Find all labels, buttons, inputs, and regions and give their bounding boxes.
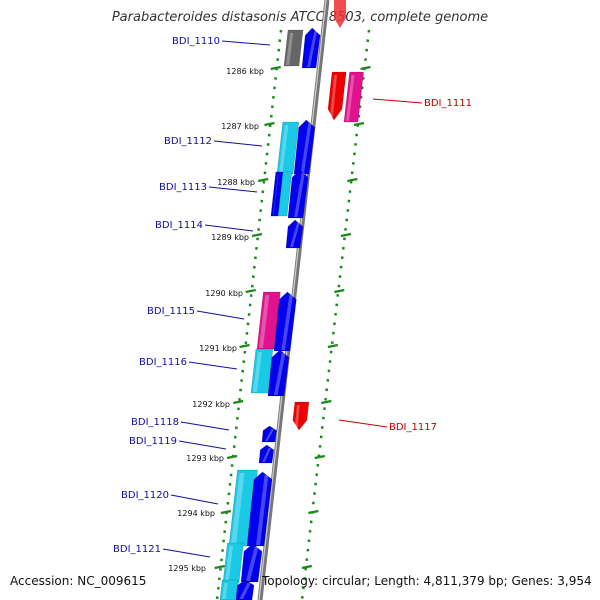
gene-label-bdi-1113[interactable]: BDI_1113 bbox=[159, 182, 207, 193]
feature-bdi-1111-cds[interactable] bbox=[343, 71, 364, 123]
kbp-tick-reverse bbox=[314, 454, 326, 460]
feature-bdi-1114-gene[interactable] bbox=[285, 219, 304, 249]
feature-bdi-1113-gene[interactable] bbox=[287, 169, 309, 219]
leader-line bbox=[188, 361, 238, 370]
feature-bdi-1116-gene[interactable] bbox=[267, 349, 290, 397]
kbp-label-1288: 1288 kbp bbox=[217, 178, 255, 187]
kbp-tick-forward bbox=[214, 564, 225, 570]
leader-line bbox=[162, 548, 211, 558]
feature-bdi-1113-edge[interactable] bbox=[270, 171, 284, 217]
leader-line bbox=[204, 224, 254, 232]
leader-line bbox=[372, 98, 423, 104]
kbp-tick-forward bbox=[264, 121, 275, 127]
kbp-labels: 1286 kbp 1287 kbp 1288 kbp 1289 kbp 1290… bbox=[168, 67, 264, 573]
leader-line bbox=[221, 40, 271, 46]
gene-label-bdi-1112[interactable]: BDI_1112 bbox=[164, 136, 212, 147]
kbp-tick-reverse bbox=[340, 232, 352, 238]
kbp-label-1292: 1292 kbp bbox=[192, 400, 230, 409]
gene-label-bdi-1121[interactable]: BDI_1121 bbox=[113, 544, 161, 555]
kbp-tick-reverse bbox=[353, 121, 365, 127]
leader-line bbox=[213, 140, 263, 147]
forward-strand-ticks bbox=[215, 29, 283, 600]
kbp-label-1290: 1290 kbp bbox=[205, 289, 243, 298]
kbp-tick-forward bbox=[239, 343, 250, 349]
gene-label-bdi-1111[interactable]: BDI_1111 bbox=[424, 98, 472, 109]
leader-line bbox=[178, 440, 227, 450]
kbp-tick-forward bbox=[233, 399, 244, 405]
kbp-tick-reverse bbox=[360, 65, 371, 71]
feature-bdi-1110-gene[interactable] bbox=[301, 27, 321, 69]
feature-bdi-1118-gene[interactable] bbox=[261, 425, 277, 443]
accession-text: Accession: NC_009615 bbox=[10, 574, 147, 588]
top-partial-feature bbox=[334, 0, 346, 28]
feature-bdi-1120-gene[interactable] bbox=[246, 471, 273, 547]
kbp-label-1289: 1289 kbp bbox=[211, 233, 249, 242]
leader-line bbox=[338, 419, 388, 428]
feature-bdi-1121-gene[interactable] bbox=[240, 543, 263, 583]
topology-text: Topology: circular; Length: 4,811,379 bp… bbox=[262, 574, 592, 588]
kbp-tick-forward bbox=[220, 509, 232, 515]
kbp-tick-forward bbox=[251, 232, 263, 238]
map-title: Parabacteroides distasonis ATCC 8503, co… bbox=[111, 10, 489, 25]
leader-line bbox=[196, 310, 245, 320]
kbp-ticks bbox=[214, 65, 371, 570]
kbp-tick-forward bbox=[257, 177, 269, 183]
feature-bdi-1115-cds[interactable] bbox=[256, 291, 281, 350]
gene-label-bdi-1118[interactable]: BDI_1118 bbox=[131, 417, 179, 428]
leader-line bbox=[208, 186, 258, 193]
feature-bdi-1115-gene[interactable] bbox=[273, 291, 297, 352]
kbp-tick-reverse bbox=[308, 509, 319, 515]
kbp-tick-reverse bbox=[334, 288, 345, 294]
kbp-label-1286: 1286 kbp bbox=[226, 67, 264, 76]
kbp-label-1291: 1291 kbp bbox=[199, 344, 237, 353]
kbp-tick-forward bbox=[226, 454, 238, 460]
kbp-tick-reverse bbox=[321, 399, 332, 405]
gene-label-bdi-1110[interactable]: BDI_1110 bbox=[172, 36, 220, 47]
kbp-label-1294: 1294 kbp bbox=[177, 509, 215, 518]
kbp-tick-forward bbox=[245, 288, 256, 294]
feature-bdi-1112-gene[interactable] bbox=[293, 119, 316, 175]
feature-bdi-1116-cds[interactable] bbox=[250, 348, 274, 394]
kbp-tick-forward bbox=[270, 65, 281, 71]
feature-bdi-1110-cds[interactable] bbox=[283, 29, 304, 67]
gene-label-bdi-1116[interactable]: BDI_1116 bbox=[139, 357, 187, 368]
feature-bdi-1112-cds[interactable] bbox=[276, 121, 300, 175]
gene-label-bdi-1119[interactable]: BDI_1119 bbox=[129, 436, 177, 447]
feature-bdi-1117-gene[interactable] bbox=[292, 401, 310, 431]
kbp-tick-reverse bbox=[301, 564, 313, 570]
leader-line bbox=[180, 421, 230, 431]
feature-next-cds[interactable] bbox=[219, 579, 239, 600]
gene-label-bdi-1114[interactable]: BDI_1114 bbox=[155, 220, 203, 231]
leader-line bbox=[170, 494, 219, 505]
feature-bdi-1121-cds[interactable] bbox=[222, 542, 244, 584]
gene-label-bdi-1117[interactable]: BDI_1117 bbox=[389, 422, 437, 433]
gene-features bbox=[219, 27, 364, 600]
feature-next-gene[interactable] bbox=[235, 579, 255, 600]
gene-label-bdi-1120[interactable]: BDI_1120 bbox=[121, 490, 169, 501]
gene-label-leaders bbox=[162, 40, 423, 558]
feature-bdi-1111-gene[interactable] bbox=[327, 71, 347, 121]
kbp-label-1287: 1287 kbp bbox=[221, 122, 259, 131]
kbp-label-1295: 1295 kbp bbox=[168, 564, 206, 573]
kbp-tick-reverse bbox=[327, 343, 339, 349]
feature-bdi-1119-gene[interactable] bbox=[258, 444, 275, 464]
gene-label-bdi-1115[interactable]: BDI_1115 bbox=[147, 306, 195, 317]
kbp-tick-reverse bbox=[347, 177, 358, 183]
gene-labels: BDI_1110 BDI_1111 BDI_1112 BDI_1113 BDI_… bbox=[113, 36, 472, 555]
kbp-label-1293: 1293 kbp bbox=[186, 454, 224, 463]
